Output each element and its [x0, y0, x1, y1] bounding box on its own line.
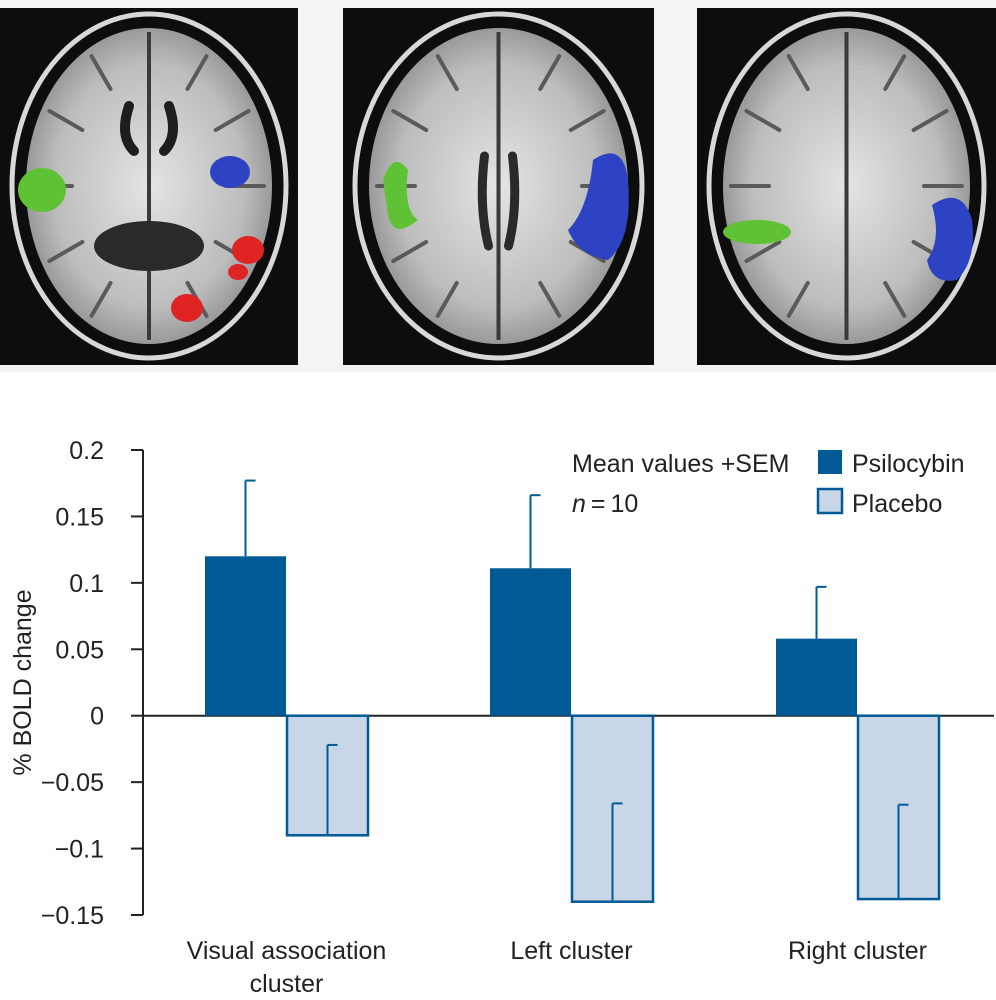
sulcus-line: [47, 109, 85, 132]
sulcus-line: [47, 240, 85, 263]
activation-cluster-blue: [210, 156, 250, 188]
category-label: Visual association: [187, 937, 387, 965]
brain-panel-2: [343, 8, 654, 365]
sulcus-line: [391, 240, 429, 263]
activation-cluster-green: [723, 220, 791, 244]
sulcus-line: [568, 109, 606, 132]
category-label: cluster: [250, 970, 324, 995]
chart-annotation-n-rest: = 10: [586, 490, 638, 518]
skull-outline: [352, 11, 645, 361]
skull-outline: [706, 11, 987, 361]
sulcus-line: [786, 54, 810, 92]
activation-cluster-blue: [927, 197, 973, 281]
activation-cluster-green: [18, 168, 66, 212]
sulcus-line: [185, 54, 209, 92]
chart-annotation-n: n = 10: [572, 490, 638, 518]
legend-swatch-psilocybin: [818, 450, 842, 474]
sulcus-line: [89, 280, 113, 318]
ventricles: [477, 151, 520, 251]
y-tick-label: 0.1: [69, 570, 104, 598]
y-tick-label: 0.05: [55, 636, 104, 664]
sulcus-line: [435, 280, 459, 318]
bar-chart-svg: Mean values +SEM n = 10 Psilocybin Place…: [9, 437, 994, 998]
bar-psilocybin: [776, 638, 857, 716]
bar-psilocybin: [490, 568, 571, 716]
cerebellum-gap: [94, 221, 204, 271]
y-tick-label: −0.15: [41, 902, 104, 930]
y-axis-label: % BOLD change: [9, 589, 37, 775]
brain-panel-1: [0, 8, 298, 365]
sulcus-line: [883, 54, 907, 92]
sulcus-line: [786, 280, 810, 318]
category-label: Left cluster: [510, 937, 632, 965]
activation-cluster-green: [383, 162, 418, 229]
sulcus-line: [538, 280, 562, 318]
activation-cluster-blue: [568, 153, 629, 260]
activation-cluster-red: [228, 264, 248, 280]
sulcus-line: [538, 54, 562, 92]
sulcus-line: [744, 109, 782, 132]
ventricles: [120, 101, 178, 156]
sulcus-line: [213, 109, 251, 132]
legend-label-placebo: Placebo: [852, 490, 942, 518]
y-tick-label: 0.2: [69, 437, 104, 465]
brain-image-strip: [0, 0, 996, 372]
skull-outline: [9, 11, 289, 361]
y-tick-label: −0.1: [55, 836, 104, 864]
activation-cluster-red: [232, 236, 264, 264]
sulcus-line: [435, 54, 459, 92]
y-tick-label: 0.15: [55, 503, 104, 531]
y-tick-label: 0: [90, 703, 104, 731]
activation-cluster-red: [171, 294, 203, 322]
brain-slices-figure: [0, 8, 996, 365]
legend-swatch-placebo: [816, 487, 844, 515]
sulcus-line: [911, 109, 949, 132]
chart-annotation-mean: Mean values +SEM: [572, 450, 789, 478]
category-label: Right cluster: [788, 937, 927, 965]
bold-change-chart: Mean values +SEM n = 10 Psilocybin Place…: [0, 372, 996, 998]
sulcus-line: [883, 280, 907, 318]
bar-psilocybin: [205, 556, 286, 716]
chart-annotation-n-italic: n: [572, 490, 586, 518]
sulcus-line: [89, 54, 113, 92]
sulcus-line: [744, 240, 782, 263]
sulcus-line: [391, 109, 429, 132]
legend-label-psilocybin: Psilocybin: [852, 450, 965, 478]
brain-panel-3: [697, 8, 996, 365]
y-tick-label: −0.05: [41, 769, 104, 797]
